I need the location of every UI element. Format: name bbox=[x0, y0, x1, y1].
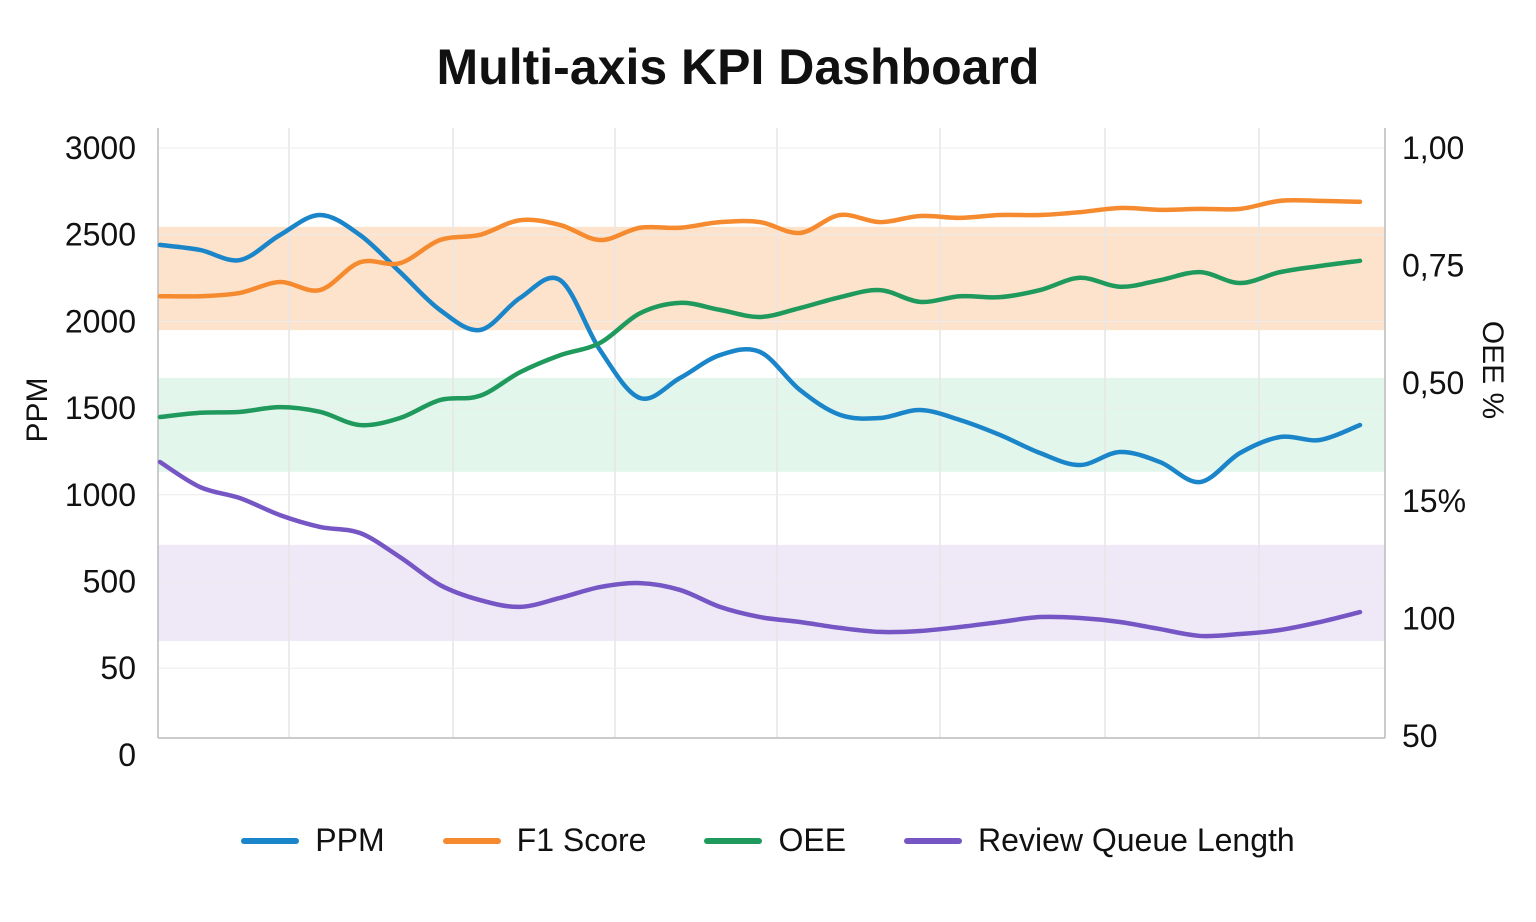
legend-swatch bbox=[704, 837, 763, 844]
right-tick-label: 0,75 bbox=[1402, 248, 1464, 284]
series-line-review-queue-length bbox=[157, 459, 1363, 639]
legend-item: OEE bbox=[704, 822, 846, 859]
left-axis-label: PPM bbox=[21, 377, 54, 442]
legend-swatch bbox=[241, 837, 300, 844]
series-line-ppm bbox=[157, 212, 1363, 485]
chart-title: Multi-axis KPI Dashboard bbox=[436, 39, 1040, 95]
legend-swatch bbox=[442, 837, 501, 844]
left-tick-label: 50 bbox=[100, 650, 136, 686]
legend-label: OEE bbox=[778, 822, 847, 858]
right-tick-label: 50 bbox=[1402, 718, 1438, 754]
band-oee bbox=[158, 377, 1385, 472]
legend: PPM F1 Score OEE Review Queue Length bbox=[0, 822, 1536, 859]
band-f1-score bbox=[158, 226, 1385, 331]
legend-item: Review Queue Length bbox=[904, 822, 1295, 859]
series-line-oee bbox=[157, 258, 1363, 428]
right-tick-label: 100 bbox=[1402, 600, 1455, 636]
legend-label: F1 Score bbox=[516, 822, 647, 858]
left-tick-label: 500 bbox=[83, 564, 136, 600]
left-tick-label: 2000 bbox=[65, 303, 136, 339]
legend-label: Review Queue Length bbox=[978, 822, 1295, 858]
left-tick-label: 1500 bbox=[65, 390, 136, 426]
legend-swatch bbox=[904, 837, 963, 844]
right-tick-label: 15% bbox=[1402, 483, 1466, 519]
left-tick-label: 0 bbox=[118, 737, 136, 773]
legend-item: PPM bbox=[241, 822, 385, 859]
right-tick-label: 1,00 bbox=[1402, 130, 1464, 166]
left-tick-label: 3000 bbox=[65, 130, 136, 166]
series-line-f1-score bbox=[157, 197, 1363, 299]
right-axis-label: OEE % bbox=[1476, 321, 1509, 419]
left-tick-label: 1000 bbox=[65, 477, 136, 513]
legend-label: PPM bbox=[315, 822, 385, 858]
right-tick-label: 0,50 bbox=[1402, 365, 1464, 401]
left-tick-label: 2500 bbox=[65, 217, 136, 253]
band-review-queue-length bbox=[158, 544, 1385, 641]
legend-item: F1 Score bbox=[442, 822, 647, 859]
